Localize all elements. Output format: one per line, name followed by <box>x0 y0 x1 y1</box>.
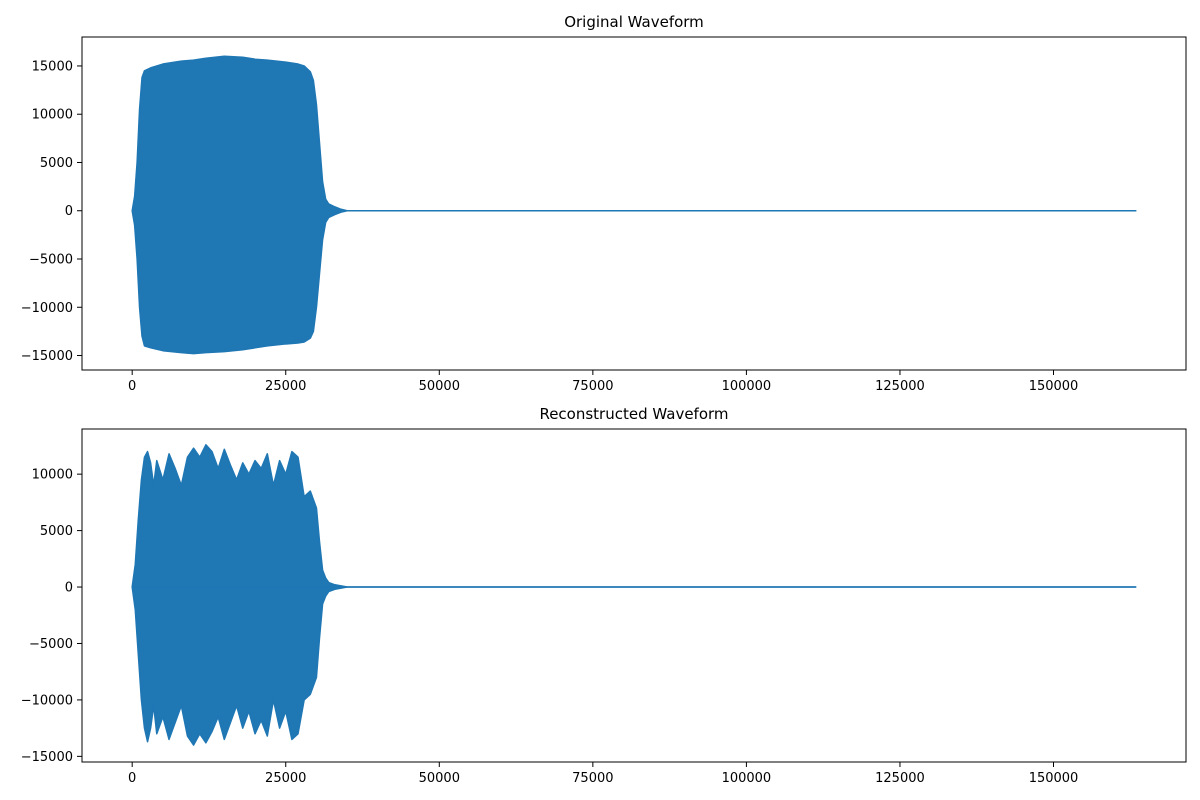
y-tick-label: 5000 <box>40 156 73 171</box>
y-tick-label: −10000 <box>21 301 73 316</box>
x-tick-label: 125000 <box>875 771 925 786</box>
y-tick-label: −10000 <box>21 693 73 708</box>
chart-title: Original Waveform <box>564 13 704 31</box>
x-tick-label: 150000 <box>1029 379 1079 394</box>
chart-title: Reconstructed Waveform <box>539 405 728 423</box>
y-tick-label: 10000 <box>32 468 73 483</box>
waveform-series <box>131 55 1137 355</box>
waveform-series <box>131 444 1137 746</box>
y-tick-label: 0 <box>65 204 73 219</box>
x-tick-label: 100000 <box>722 379 772 394</box>
chart-reconstructed-waveform: Reconstructed Waveform 0 25000 50000 75000 1… <box>21 405 1187 786</box>
axes-frame <box>81 36 1187 371</box>
y-tick-label: −15000 <box>21 349 73 364</box>
y-axis-ticks: −15000 −10000 −5000 0 5000 10000 15000 <box>21 59 82 364</box>
x-tick-label: 125000 <box>875 379 925 394</box>
y-tick-label: −5000 <box>29 637 73 652</box>
x-tick-label: 0 <box>128 771 136 786</box>
x-tick-label: 25000 <box>265 379 306 394</box>
y-tick-label: −5000 <box>29 253 73 268</box>
y-tick-label: 5000 <box>40 524 73 539</box>
chart-original-waveform: Original Waveform 0 25000 50000 75000 100000… <box>21 13 1187 394</box>
x-tick-label: 25000 <box>265 771 306 786</box>
plot-area <box>131 55 1137 355</box>
x-tick-label: 100000 <box>722 771 772 786</box>
x-tick-label: 75000 <box>572 771 613 786</box>
axes-frame <box>81 428 1187 763</box>
y-tick-label: −15000 <box>21 750 73 765</box>
y-tick-label: 10000 <box>32 108 73 123</box>
x-axis-ticks: 0 25000 50000 75000 100000 125000 150000 <box>128 370 1078 394</box>
x-tick-label: 75000 <box>572 379 613 394</box>
x-tick-label: 50000 <box>419 379 460 394</box>
plot-area <box>131 444 1137 746</box>
y-axis-ticks: −15000 −10000 −5000 0 5000 10000 <box>21 468 82 765</box>
y-tick-label: 0 <box>65 581 73 596</box>
x-tick-label: 150000 <box>1029 771 1079 786</box>
x-axis-ticks: 0 25000 50000 75000 100000 125000 150000 <box>128 762 1078 786</box>
y-tick-label: 15000 <box>32 59 73 74</box>
x-tick-label: 0 <box>128 379 136 394</box>
x-tick-label: 50000 <box>419 771 460 786</box>
